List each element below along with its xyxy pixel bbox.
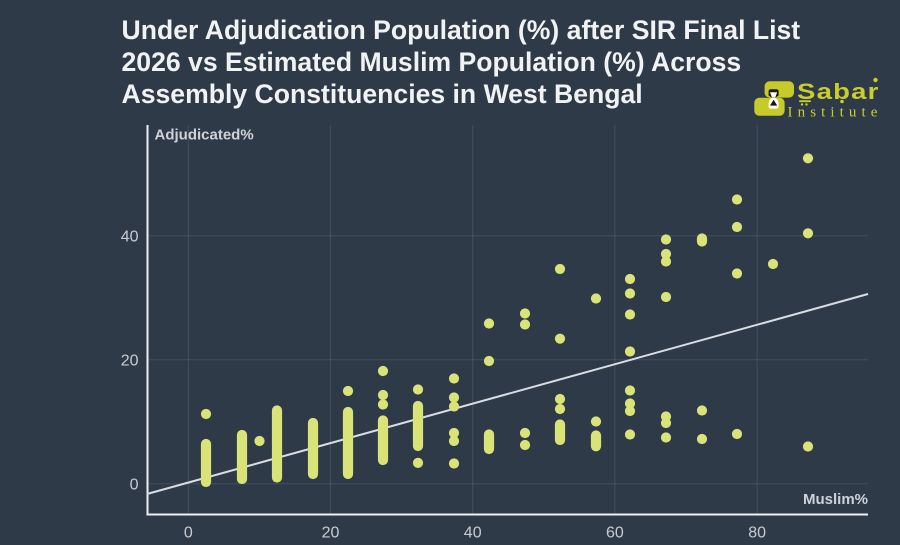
svg-text:20: 20	[121, 353, 139, 370]
svg-text:0: 0	[130, 477, 139, 494]
svg-text:Institute: Institute	[788, 105, 883, 121]
svg-text:Adjudicated%: Adjudicated%	[155, 127, 254, 144]
svg-text:Assembly Constituencies in Wes: Assembly Constituencies in West Bengal	[122, 79, 643, 109]
svg-text:2026 vs Estimated Muslim Popul: 2026 vs Estimated Muslim Population (%) …	[122, 47, 742, 77]
svg-text:Muslim%: Muslim%	[803, 491, 868, 508]
svg-text:Under Adjudication Population: Under Adjudication Population (%) after …	[122, 15, 801, 45]
svg-text:20: 20	[322, 525, 340, 542]
svg-text:0: 0	[184, 525, 193, 542]
svg-text:60: 60	[606, 525, 624, 542]
svg-text:40: 40	[121, 229, 139, 246]
svg-text:80: 80	[748, 525, 766, 542]
svg-text:40: 40	[464, 525, 482, 542]
svg-text:Sabar: Sabar	[797, 79, 880, 104]
